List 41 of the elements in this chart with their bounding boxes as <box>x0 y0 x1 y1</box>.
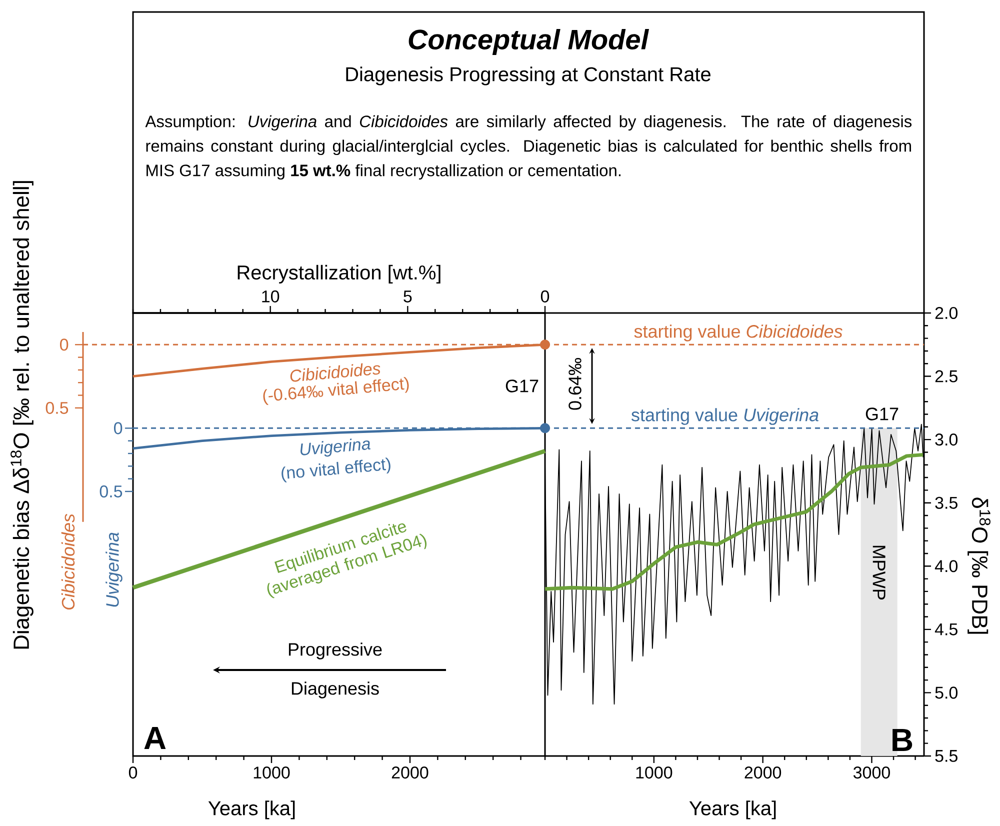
y-tick-label: 5.5 <box>935 750 958 762</box>
y-tick-label: 2.5 <box>935 370 958 382</box>
x2-tick-label: 5 <box>404 290 412 302</box>
x2-tick-label: 0 <box>540 290 550 302</box>
annotation: G17 <box>506 380 538 392</box>
x-axis-title: Years [ka] <box>208 800 295 820</box>
x2-axis-title: Recrystallization [wt.%] <box>238 264 440 284</box>
x-tick-label: 1000 <box>636 766 672 779</box>
x-tick-label: 3000 <box>853 766 890 779</box>
chart-subtitle: Diagenesis Progressing at Constant Rate <box>346 66 710 86</box>
y-tick-label: 3.5 <box>935 496 958 509</box>
text: Assumption: Uvigerina and Cibicidoides are similarly affected by diagenesis. The rate of diagenesis remains constant during glacial/interglcial cycles. Diagenetic bias is calculated for benthic shells from MIS G17 assuming 15 wt.% final recrystallization or cementation. <box>145 115 912 180</box>
series-label: Uvigerina <box>300 438 370 457</box>
x-tick-label: 2000 <box>744 766 782 779</box>
x-tick-label: 2000 <box>392 766 428 779</box>
annotation: A <box>144 726 166 749</box>
annotation: Diagenesis <box>292 682 379 698</box>
y-tick-label: 3.0 <box>935 434 958 446</box>
y2-axis-title: Uvigerina <box>106 532 122 607</box>
x2-tick-label: 10 <box>262 290 280 302</box>
y2-tick-label: 0 <box>114 422 122 434</box>
y-tick-label: 4.0 <box>934 560 958 572</box>
ref-line-label: starting value Cibicidoides <box>634 324 842 342</box>
annotation: Progressive <box>288 642 382 660</box>
ref-line-label: starting value Uvigerina <box>631 408 818 425</box>
y-tick-label: 4.5 <box>934 623 958 636</box>
y-tick-label: 5.0 <box>935 686 958 699</box>
annotation: 0.64‰ <box>568 358 582 410</box>
annotation: G17 <box>866 408 898 420</box>
annotation: (no vital effect) <box>282 458 390 482</box>
band-label: MPWP <box>872 546 886 600</box>
x-tick-label: 1000 <box>254 766 290 779</box>
x-tick-label: 0 <box>128 766 138 779</box>
text: Diagenetic bias Δδ$^{18}$O [‰ rel. to unaltered shell] <box>10 181 34 649</box>
annotation: B <box>892 728 912 751</box>
x-axis-title: Years [ka] <box>689 800 776 820</box>
y2-tick-label: 0.5 <box>100 485 122 498</box>
y-axis-title: Cibicidoides <box>61 514 75 610</box>
chart-title: Conceptual Model <box>408 28 650 56</box>
y-tick-label: 2.0 <box>935 306 958 320</box>
y-axis-title: δ$^{18}$O [‰ PDB] <box>968 498 990 634</box>
